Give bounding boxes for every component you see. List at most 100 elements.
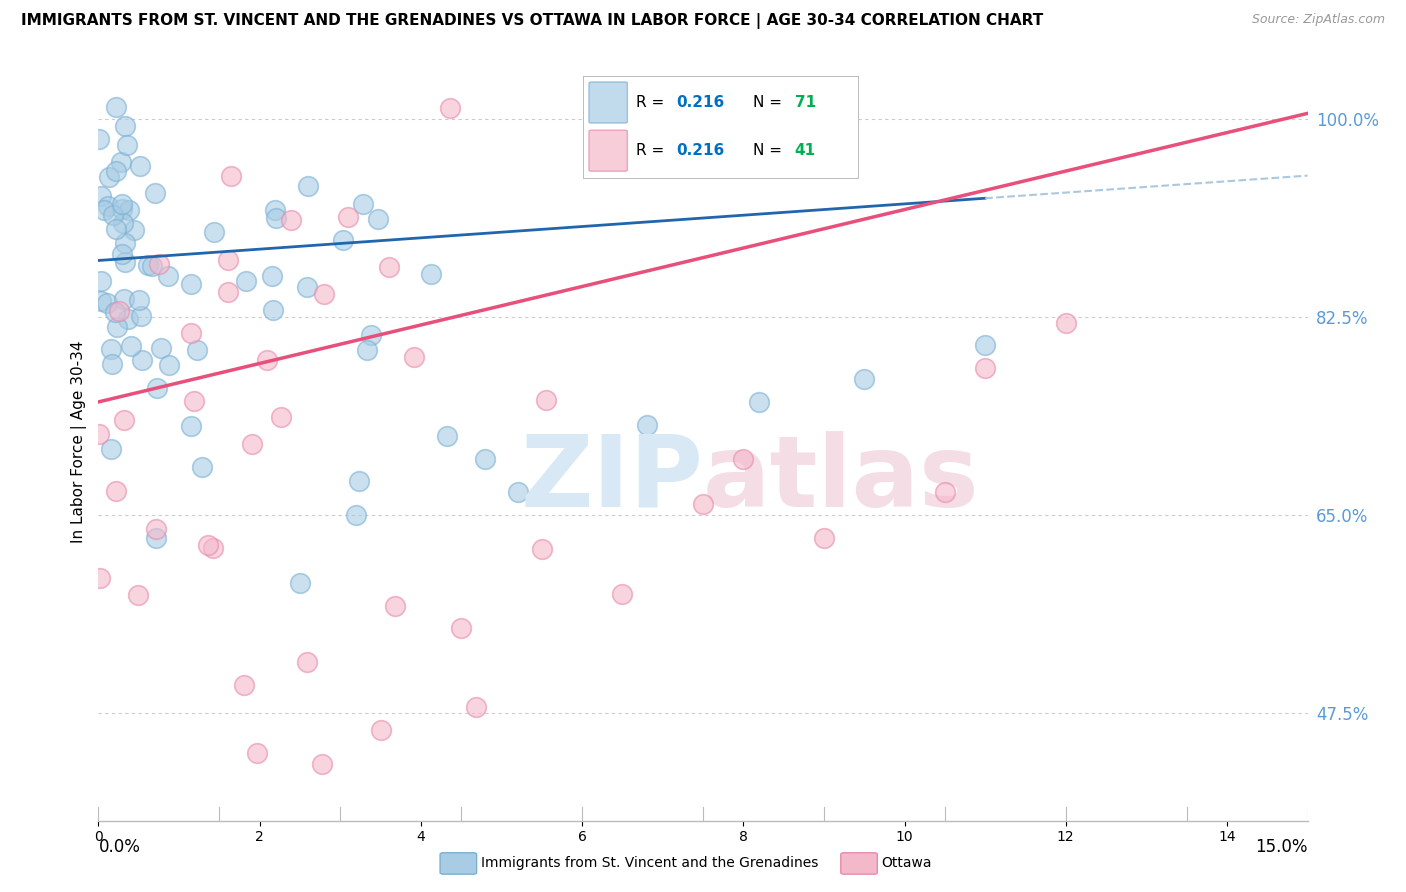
Point [692, 497, 714, 511]
Point [262, 302, 284, 317]
Point [530, 542, 553, 557]
Point [246, 746, 269, 760]
Point [114, 235, 136, 250]
Point [143, 186, 166, 201]
Point [450, 621, 472, 635]
Text: N =: N = [754, 95, 787, 110]
Point [111, 216, 134, 230]
Point [270, 409, 292, 424]
Text: IMMIGRANTS FROM ST. VINCENT AND THE GRENADINES VS OTTAWA IN LABOR FORCE | AGE 30: IMMIGRANTS FROM ST. VINCENT AND THE GREN… [21, 13, 1043, 29]
Point [112, 413, 135, 427]
Point [87, 426, 110, 441]
Point [264, 211, 287, 225]
Point [90, 273, 112, 287]
Point [934, 485, 956, 500]
Point [197, 538, 219, 552]
Point [297, 178, 319, 193]
Point [217, 253, 239, 268]
Point [295, 655, 318, 669]
Point [813, 531, 835, 545]
Point [191, 459, 214, 474]
Text: ZIP: ZIP [520, 431, 703, 528]
Point [314, 287, 336, 301]
Text: 41: 41 [794, 144, 815, 158]
Point [240, 437, 263, 451]
Point [128, 159, 150, 173]
Point [180, 326, 202, 341]
Point [105, 483, 128, 498]
Point [439, 101, 461, 115]
Text: 15.0%: 15.0% [1256, 838, 1308, 855]
Point [150, 341, 173, 355]
Point [100, 357, 122, 371]
Point [534, 393, 557, 408]
Point [145, 522, 167, 536]
Point [280, 212, 302, 227]
Point [93, 203, 115, 218]
Point [105, 164, 128, 178]
Point [404, 351, 426, 365]
Point [344, 508, 367, 522]
Point [111, 196, 134, 211]
Point [115, 137, 138, 152]
Point [465, 700, 488, 714]
Point [100, 342, 122, 356]
Point [105, 222, 128, 236]
Point [112, 292, 135, 306]
Point [506, 485, 529, 500]
Point [108, 304, 131, 318]
Text: N =: N = [754, 144, 787, 158]
Point [288, 576, 311, 591]
Point [612, 587, 634, 601]
Point [311, 757, 333, 772]
Point [97, 170, 120, 185]
Point [100, 442, 122, 457]
Point [974, 361, 997, 376]
Point [122, 223, 145, 237]
Point [352, 197, 374, 211]
Point [101, 208, 124, 222]
Point [117, 311, 139, 326]
Point [436, 429, 458, 443]
Text: R =: R = [636, 95, 669, 110]
Point [131, 353, 153, 368]
FancyBboxPatch shape [589, 130, 627, 171]
Point [186, 343, 208, 357]
Point [120, 339, 142, 353]
Point [474, 451, 496, 466]
Point [89, 132, 111, 146]
Point [157, 269, 180, 284]
Point [336, 210, 359, 224]
Text: 0.0%: 0.0% [98, 838, 141, 855]
Point [370, 723, 392, 738]
Point [332, 234, 354, 248]
Point [89, 571, 111, 585]
Point [127, 589, 149, 603]
Point [180, 418, 202, 433]
Point [384, 599, 406, 613]
Point [148, 257, 170, 271]
Point [180, 277, 202, 291]
Point [90, 293, 112, 308]
Y-axis label: In Labor Force | Age 30-34: In Labor Force | Age 30-34 [72, 340, 87, 543]
Text: Ottawa: Ottawa [882, 856, 932, 871]
Point [347, 474, 370, 488]
Point [114, 255, 136, 269]
Point [748, 395, 770, 409]
FancyBboxPatch shape [589, 82, 627, 123]
Point [145, 531, 167, 545]
Point [141, 259, 163, 273]
Point [232, 678, 254, 692]
Point [264, 202, 287, 217]
Point [105, 100, 128, 114]
Point [90, 189, 112, 203]
Point [201, 541, 224, 556]
Point [853, 372, 876, 386]
Point [111, 247, 134, 261]
Text: Immigrants from St. Vincent and the Grenadines: Immigrants from St. Vincent and the Gren… [481, 856, 818, 871]
Point [118, 203, 141, 218]
Text: 0.216: 0.216 [676, 144, 725, 158]
Point [104, 305, 127, 319]
Point [97, 199, 120, 213]
Point [114, 119, 136, 133]
